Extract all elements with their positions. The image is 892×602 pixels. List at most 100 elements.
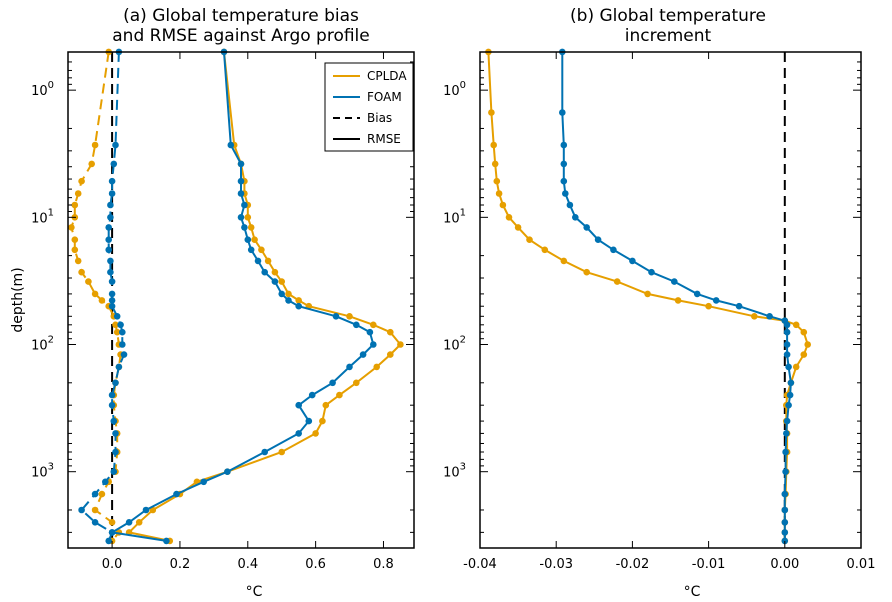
chart-b-cplda-point	[541, 246, 549, 254]
chart-a-foam-bias-point	[112, 141, 119, 149]
chart-b-foam-point	[782, 468, 789, 476]
chart-b-cplda-point	[792, 363, 800, 371]
chart-a-foam-rmse-point	[244, 236, 252, 243]
chart-a-cplda-rmse-point	[387, 351, 394, 358]
chart-b-foam-point	[560, 141, 568, 149]
chart-a-cplda-bias-point	[98, 297, 106, 304]
chart-a-cplda-bias-point	[108, 519, 116, 526]
chart-a-foam-rmse-point	[237, 214, 245, 221]
chart-b-cplda-point	[751, 313, 758, 320]
chart-b-foam-point	[781, 506, 789, 514]
chart-b-foam-point	[781, 519, 789, 526]
chart-b-cplda-point	[792, 321, 800, 329]
chart-a-cplda-rmse-point	[336, 391, 343, 399]
chart-a-foam-bias-point	[102, 478, 109, 486]
chart-b-cplda-point	[800, 351, 808, 358]
chart-b-foam-point	[562, 190, 569, 197]
chart-a-foam-bias-point	[108, 177, 116, 185]
chart-a-cplda-rmse-point	[278, 448, 286, 456]
chart-a-foam-rmse-point	[295, 401, 303, 409]
chart-a-foam-bias-point	[112, 430, 119, 437]
chart-b-cplda-point	[800, 328, 808, 336]
chart-b-cplda-point	[488, 109, 495, 116]
chart-b-foam-point	[781, 490, 789, 498]
chart-a-foam-bias-point	[108, 190, 116, 197]
chart-b-cplda-point	[804, 341, 811, 348]
chart-a-foam-rmse-point	[241, 201, 248, 209]
chart-a-xtick-label: 0.6	[305, 557, 326, 572]
chart-b-cplda-point	[505, 214, 513, 221]
chart-a-foam-rmse-point	[237, 190, 245, 197]
chart-a-foam-rmse-point	[278, 290, 286, 298]
chart-a-foam-rmse-point	[295, 302, 303, 310]
chart-a-cplda-rmse-point	[278, 278, 286, 285]
chart-a-cplda-bias-point	[91, 506, 99, 514]
chart-b-cplda-point	[491, 160, 499, 168]
chart-a-foam-rmse-point	[370, 341, 377, 348]
chart-a-foam-rmse-point	[108, 529, 116, 536]
chart-b-foam-point	[610, 246, 617, 254]
chart-b-foam-point	[786, 391, 794, 399]
chart-a-cplda-bias-point	[91, 290, 99, 298]
chart-a-cplda-rmse-point	[373, 363, 381, 371]
chart-a-xtick-label: 0.0	[102, 557, 123, 572]
chart-a-ytick-label: 102	[31, 335, 54, 354]
chart-a-foam-bias-point	[119, 341, 126, 348]
chart-b-foam-point	[785, 363, 792, 371]
chart-a-title-line1: (a) Global temperature bias	[123, 6, 359, 26]
chart-b-cplda-point	[705, 302, 712, 310]
chart-a-cplda-bias-point	[71, 236, 79, 243]
chart-b-xtick-label: -0.02	[616, 557, 650, 572]
chart-a-foam-bias-point	[110, 417, 118, 425]
chart-a-cplda-bias-point	[91, 141, 99, 149]
chart-b-xlabel: °C	[684, 584, 701, 600]
chart-a-foam-rmse-point	[173, 490, 180, 498]
chart-a-foam-rmse-point	[353, 321, 360, 329]
chart-b-foam-point	[566, 201, 574, 209]
chart-a-foam-bias-point	[112, 448, 119, 456]
chart-a-xtick-label: 0.8	[373, 557, 394, 572]
chart-a-foam-rmse-point	[237, 177, 245, 185]
chart-a-foam-rmse-point	[329, 379, 336, 387]
chart-b-foam-point	[560, 177, 568, 185]
chart-a-cplda-bias-point	[112, 321, 119, 329]
chart-a-foam-rmse-point	[366, 328, 374, 336]
chart-b-foam-point	[594, 236, 602, 243]
chart-a-foam-bias-point	[107, 257, 114, 265]
chart-a-foam-rmse-point	[163, 537, 170, 545]
chart-a-cplda-bias-point	[113, 328, 121, 336]
chart-b-foam-point	[583, 224, 590, 231]
chart-a-xlabel: °C	[246, 584, 263, 600]
chart-a-ytick-label: 103	[31, 462, 54, 481]
chart-b-foam-point	[783, 417, 791, 425]
chart-b-foam-point	[785, 401, 792, 409]
chart-a-foam-bias-point	[120, 351, 128, 358]
chart-a-foam-bias-point	[107, 268, 114, 276]
chart-b-cplda-point	[514, 224, 522, 231]
chart-a-foam-rmse-point	[261, 448, 269, 456]
chart-a-foam-rmse-point	[308, 391, 316, 399]
chart-b-foam-point	[781, 537, 789, 545]
chart-b-foam-point	[559, 109, 566, 116]
chart-b-cplda-point	[644, 290, 651, 298]
legend-label-rmse: RMSE	[367, 132, 401, 146]
legend-label-cplda: CPLDA	[367, 69, 407, 83]
chart-b-cplda-point	[583, 268, 590, 276]
chart-a-foam-rmse-point	[271, 278, 279, 285]
chart-a-foam-bias-point	[78, 506, 85, 514]
chart-b-foam-point	[781, 529, 789, 536]
chart-a-foam-rmse-point	[261, 268, 269, 276]
chart-b-foam-point	[735, 302, 743, 310]
chart-b-ytick-label: 103	[443, 462, 466, 481]
chart-a-ytick-label: 101	[31, 207, 54, 226]
chart-a-cplda-bias-point	[85, 278, 92, 285]
chart-b-foam-point	[783, 328, 791, 336]
chart-a-foam-bias-point	[113, 313, 121, 320]
chart-a-cplda-rmse-point	[353, 379, 360, 387]
chart-b-foam-point	[648, 268, 655, 276]
chart-b-foam-point	[693, 290, 701, 298]
chart-b-cplda-point	[490, 141, 498, 149]
legend-box	[324, 62, 414, 152]
chart-a-cplda-bias-point	[74, 190, 82, 197]
